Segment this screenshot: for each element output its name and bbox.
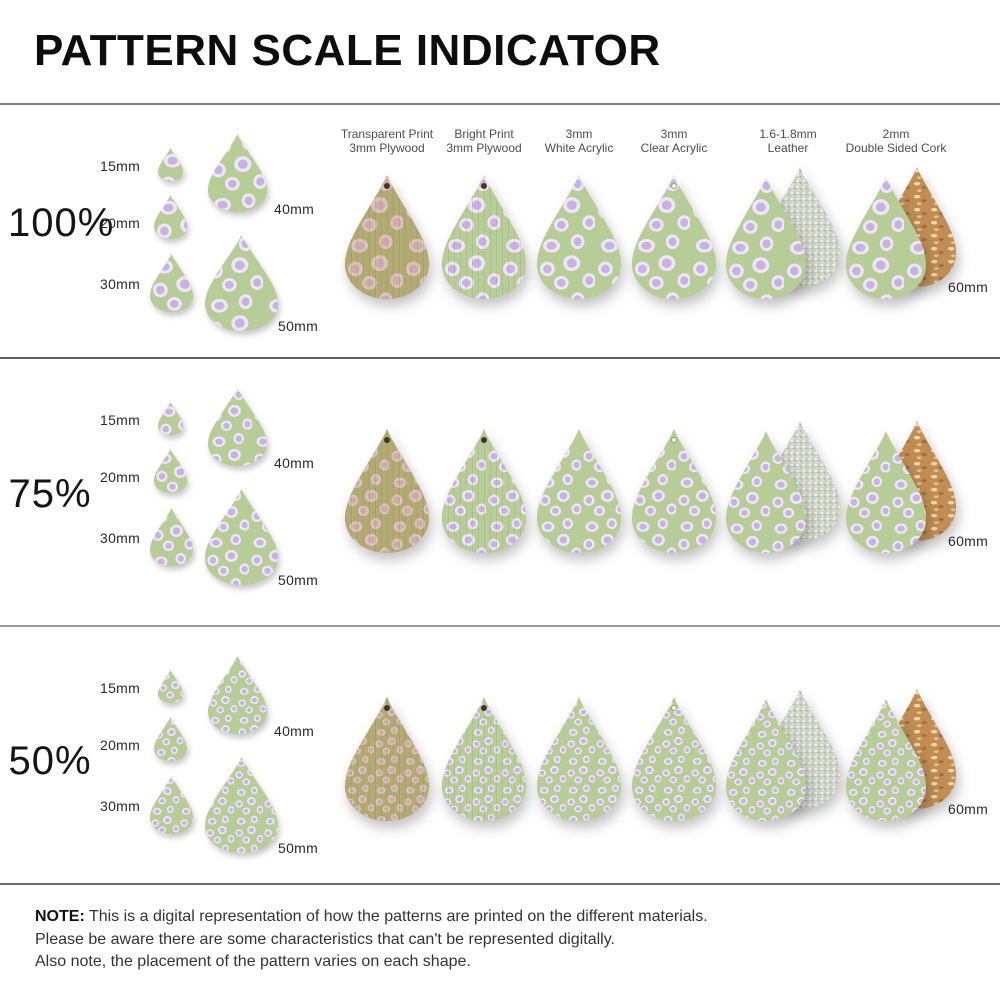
material-header-transparent-plywood: Transparent Print 3mm Plywood (340, 127, 434, 155)
material-drop-transparent-plywood (345, 697, 429, 821)
teardrop-50mm (205, 489, 278, 585)
note-label: NOTE: (35, 908, 85, 925)
hang-hole (481, 437, 487, 443)
size-label-60mm: 60mm (948, 533, 989, 549)
material-drop-leather-front (726, 699, 806, 821)
size-label-50mm: 50mm (278, 572, 319, 588)
material-drop-white-acrylic (537, 697, 621, 821)
size-label-20mm: 20mm (100, 215, 141, 231)
teardrop-20mm (154, 717, 187, 761)
material-header-clear-acrylic: 3mm Clear Acrylic (640, 127, 708, 155)
divider (0, 357, 1000, 359)
material-drop-bright-plywood (442, 175, 526, 299)
size-label-15mm: 15mm (100, 158, 141, 174)
size-label-30mm: 30mm (100, 530, 141, 546)
size-label-20mm: 20mm (100, 737, 141, 753)
teardrop-15mm (158, 148, 183, 181)
material-drop-white-acrylic (537, 175, 621, 299)
hang-hole (671, 437, 677, 443)
teardrop-15mm (158, 402, 183, 435)
scale-row-50: 50% 15mm 20mm 30mm 40mm 50mm 60mm (0, 625, 1000, 883)
size-label-50mm: 50mm (278, 318, 319, 334)
material-drop-transparent-plywood (345, 429, 429, 553)
hang-hole (481, 183, 487, 189)
material-drop-clear-acrylic (632, 429, 716, 553)
size-label-30mm: 30mm (100, 276, 141, 292)
size-label-30mm: 30mm (100, 798, 141, 814)
teardrop-30mm (150, 776, 193, 834)
hang-hole (384, 705, 390, 711)
teardrop-15mm (158, 670, 183, 703)
material-drop-cork-front (846, 699, 926, 821)
divider (0, 625, 1000, 627)
scale-percentage-label: 100% (8, 201, 115, 245)
note-line-1: NOTE: This is a digital representation o… (35, 908, 708, 925)
hang-hole (481, 705, 487, 711)
teardrop-20mm (154, 195, 187, 239)
page-title: PATTERN SCALE INDICATOR (34, 26, 661, 75)
size-label-60mm: 60mm (948, 279, 989, 295)
material-drop-clear-acrylic (632, 697, 716, 821)
material-drop-white-acrylic (537, 429, 621, 553)
divider (0, 883, 1000, 885)
size-label-20mm: 20mm (100, 469, 141, 485)
teardrop-30mm (150, 508, 193, 566)
size-label-15mm: 15mm (100, 412, 141, 428)
divider (0, 103, 1000, 105)
size-label-40mm: 40mm (274, 201, 315, 217)
teardrop-40mm (208, 134, 267, 212)
hang-hole (384, 183, 390, 189)
hang-hole (671, 183, 677, 189)
material-header-bright-plywood: Bright Print 3mm Plywood (446, 127, 522, 155)
size-label-50mm: 50mm (278, 840, 319, 856)
note-text: NOTE: This is a digital representation o… (35, 906, 708, 974)
material-drop-cork-front (846, 431, 926, 553)
teardrop-30mm (150, 254, 193, 312)
material-drop-bright-plywood (442, 697, 526, 821)
material-header-cork: 2mm Double Sided Cork (845, 127, 947, 155)
material-drop-leather-front (726, 431, 806, 553)
size-label-40mm: 40mm (274, 723, 315, 739)
scale-row-100: 100% Transparent Print 3mm Plywood Brigh… (0, 103, 1000, 357)
note-line-2: Please be aware there are some character… (35, 930, 615, 948)
scale-row-75: 75% 15mm 20mm 30mm 40mm 50mm 60mm (0, 357, 1000, 625)
scale-percentage-label: 50% (8, 739, 92, 783)
material-drop-leather-front (726, 177, 806, 299)
material-drop-clear-acrylic (632, 175, 716, 299)
note-line-3: Also note, the placement of the pattern … (35, 953, 471, 970)
teardrop-40mm (208, 656, 267, 734)
size-label-15mm: 15mm (100, 680, 141, 696)
teardrop-40mm (208, 388, 267, 466)
material-drop-cork-front (846, 177, 926, 299)
size-label-40mm: 40mm (274, 455, 315, 471)
hang-hole (384, 437, 390, 443)
scale-percentage-label: 75% (8, 472, 92, 516)
size-label-60mm: 60mm (948, 801, 989, 817)
material-drop-transparent-plywood (345, 175, 429, 299)
material-header-white-acrylic: 3mm White Acrylic (544, 127, 614, 155)
teardrop-50mm (205, 757, 278, 853)
material-header-leather: 1.6-1.8mm Leather (759, 127, 817, 155)
material-drop-bright-plywood (442, 429, 526, 553)
teardrop-50mm (205, 235, 278, 331)
teardrop-20mm (154, 449, 187, 493)
hang-hole (671, 705, 677, 711)
